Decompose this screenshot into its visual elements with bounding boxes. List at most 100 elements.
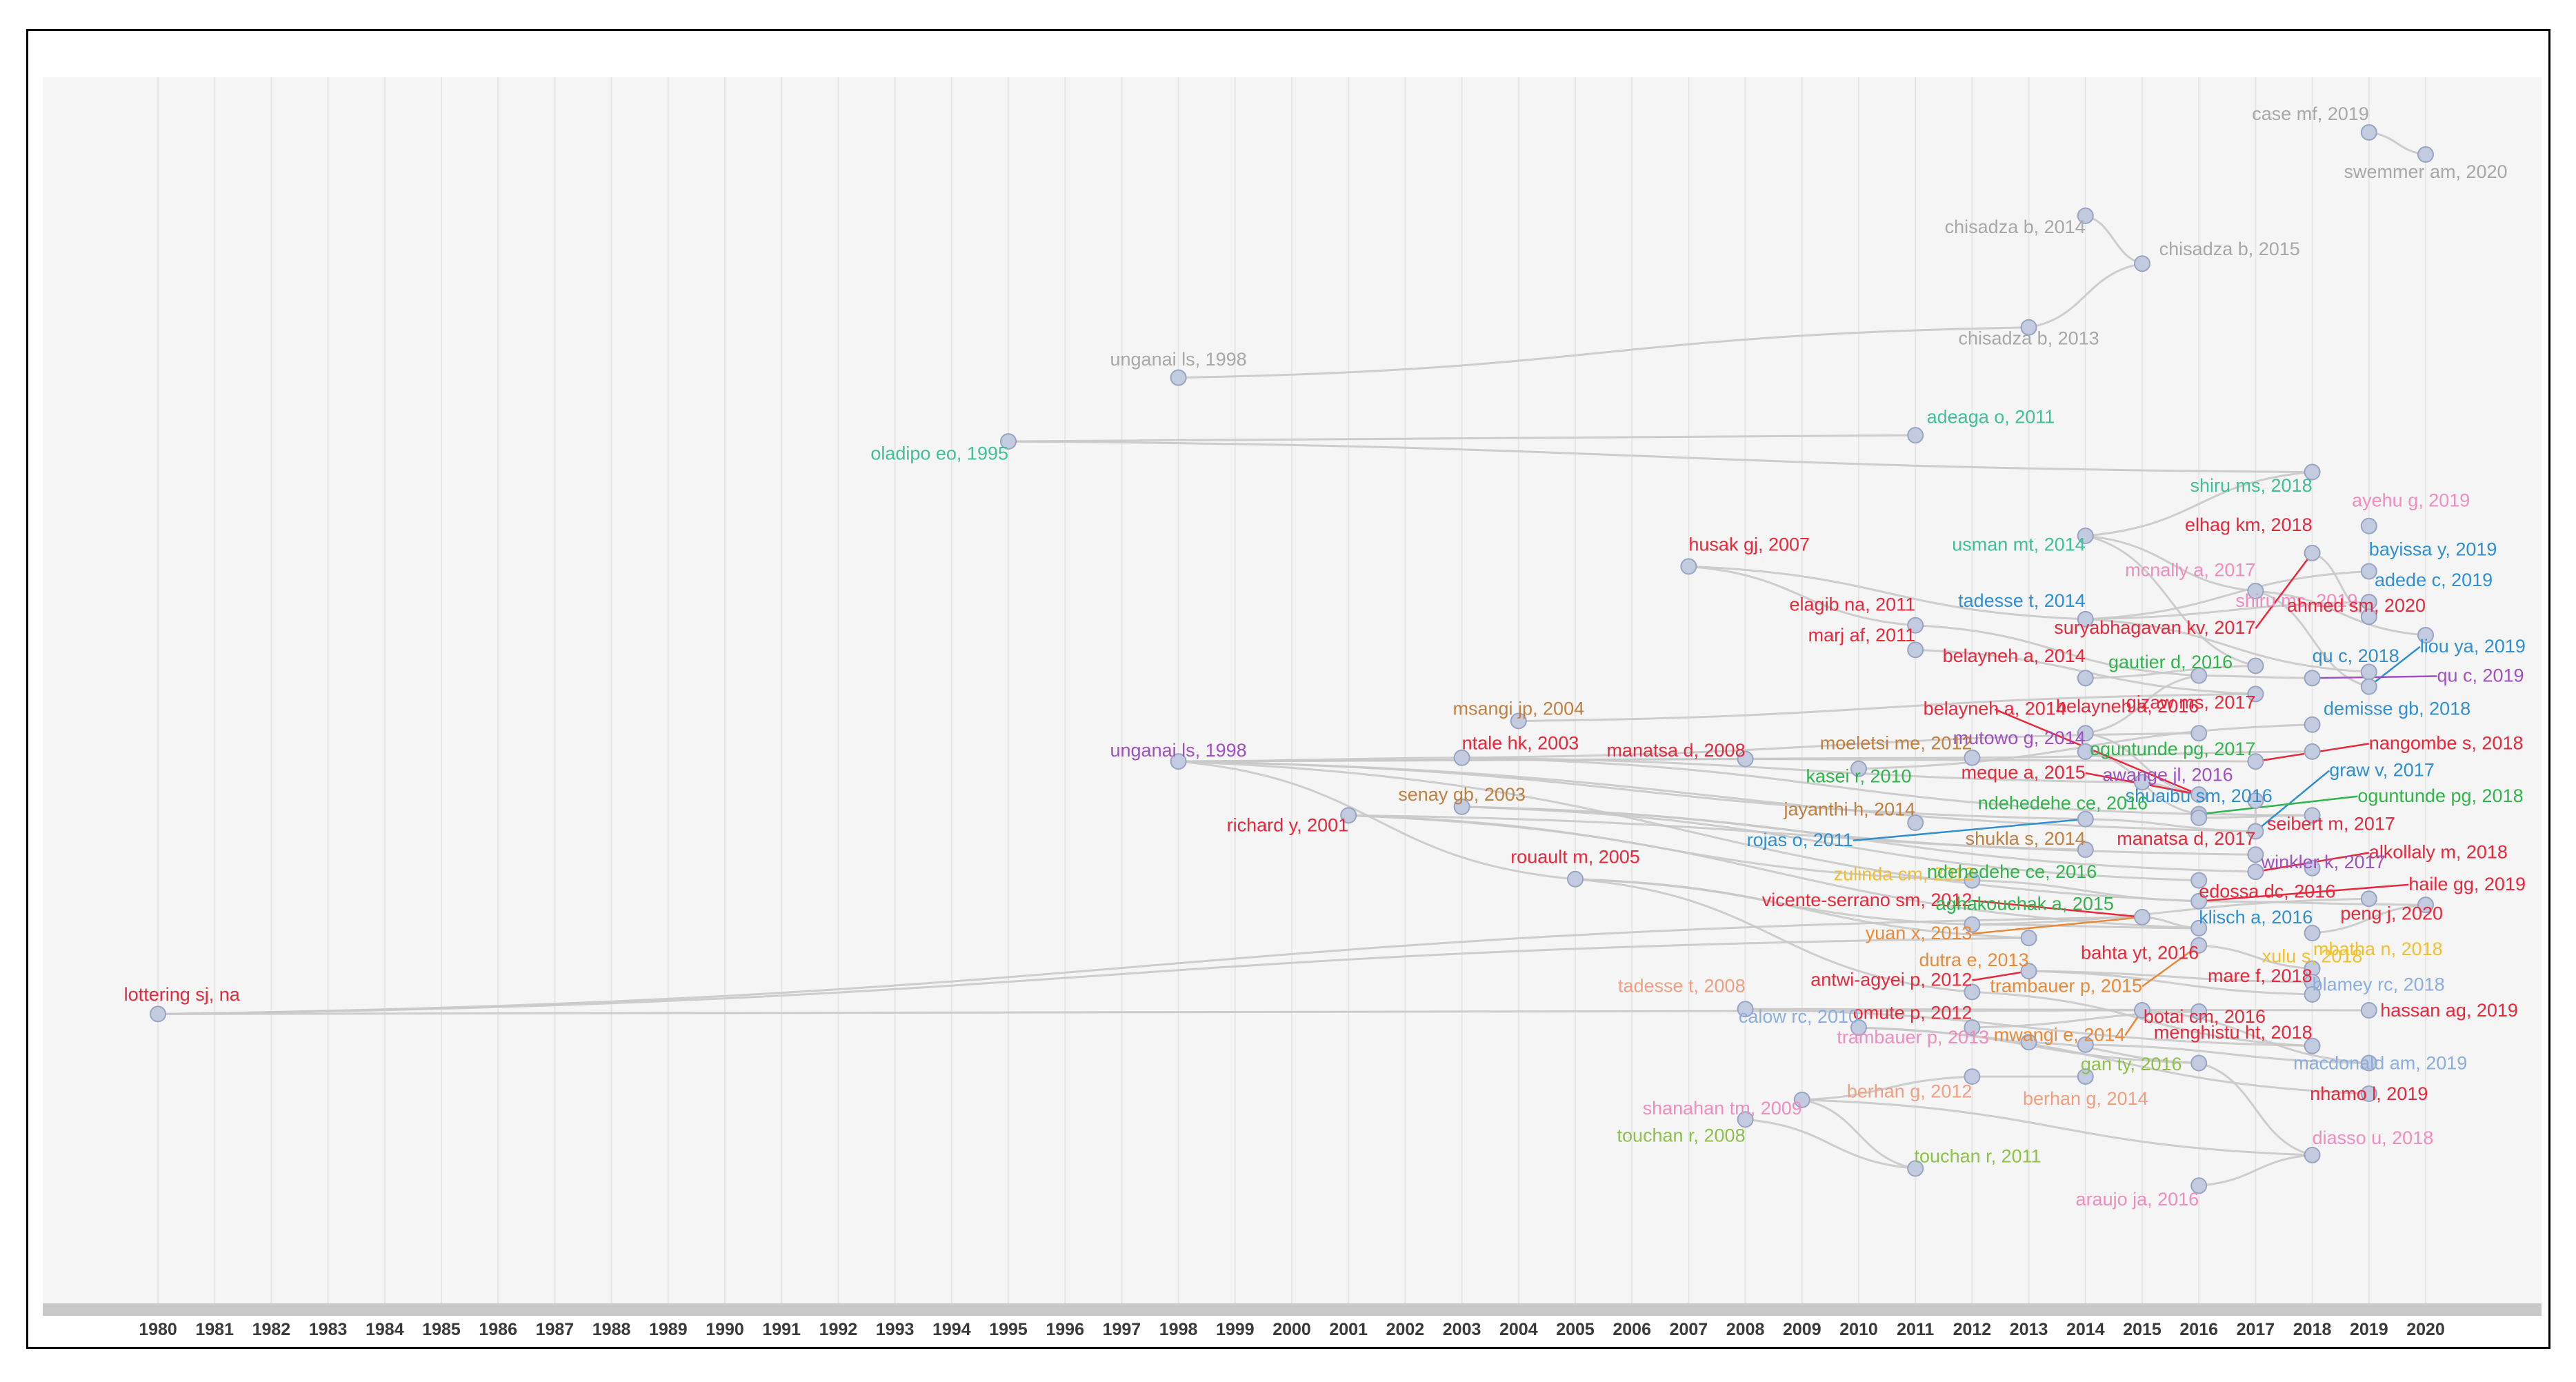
label-ganty: gan ty, 2016	[2081, 1054, 2182, 1074]
label-ahmed: ahmed sm, 2020	[2287, 595, 2426, 616]
year-gridlines	[157, 77, 2426, 1303]
label-dutra: dutra e, 2013	[1919, 950, 2028, 970]
citation-link	[1801, 1075, 1973, 1101]
citation-link	[2085, 214, 2143, 265]
label-elagib: elagib na, 2011	[1790, 594, 1916, 614]
label-msangi: msangi jp, 2004	[1452, 699, 1584, 719]
node-tadesse14	[2077, 610, 2094, 628]
node-shukla	[2077, 841, 2094, 859]
label-jayanthi: jayanthi h, 2014	[1784, 799, 1916, 819]
node-msangi	[1510, 712, 1527, 730]
label-bahta: bahta yt, 2016	[2081, 942, 2199, 963]
node-quc19	[2360, 678, 2377, 695]
citation-link	[2028, 1041, 2199, 1065]
node-touchan11	[1907, 1160, 1924, 1177]
citation-link	[1461, 757, 2199, 816]
label-adede: adede c, 2019	[2375, 570, 2493, 590]
label-marj: marj af, 2011	[1808, 625, 1916, 645]
node-diasso	[2304, 1146, 2321, 1163]
citation-link	[1801, 1099, 1916, 1170]
citation-link	[2199, 674, 2313, 679]
node-berhan14	[2077, 1068, 2094, 1085]
node-touchan08	[1737, 1111, 1754, 1128]
node-jayanthi	[2077, 810, 2094, 828]
label-winkler: winkler k, 2017	[2261, 852, 2386, 872]
node-alkollaly	[2304, 859, 2321, 877]
node-antwi	[1964, 983, 1981, 1001]
node-liou	[2360, 663, 2377, 681]
year-tick-2008: 2008	[1726, 1320, 1765, 1339]
label-hassan: hassan ag, 2019	[2380, 1000, 2518, 1021]
node-rouault	[1567, 870, 1584, 888]
label-liou: liou ya, 2019	[2420, 636, 2526, 657]
leader-line	[2199, 795, 2358, 815]
label-alkollaly: alkollaly m, 2018	[2369, 842, 2508, 863]
label-diasso: diasso u, 2018	[2313, 1128, 2434, 1148]
leader-line	[2255, 552, 2313, 629]
citation-link	[1972, 897, 2369, 926]
node-trambauer13	[2020, 1034, 2037, 1051]
year-tick-1988: 1988	[592, 1320, 631, 1339]
node-hailegg	[2360, 890, 2377, 908]
node-blamey	[2304, 985, 2321, 1003]
citation-link	[1575, 878, 1973, 993]
citation-link	[2028, 970, 2313, 983]
citation-link	[1518, 692, 2256, 722]
leader-line	[1972, 899, 2143, 919]
node-belay14b	[2077, 725, 2094, 742]
node-shiru18	[2304, 463, 2321, 481]
node-omute	[1964, 1019, 1981, 1036]
year-tick-1996: 1996	[1046, 1320, 1084, 1339]
label-ung98a: unganai ls, 1998	[1110, 349, 1247, 370]
label-mbatha: mbatha n, 2018	[2313, 939, 2443, 959]
citation-link	[1972, 923, 2199, 930]
year-tick-2011: 2011	[1897, 1320, 1934, 1339]
citation-link	[2085, 1043, 2369, 1065]
year-tick-1995: 1995	[989, 1320, 1028, 1339]
citation-link	[1915, 624, 2199, 677]
year-tick-1984: 1984	[366, 1320, 404, 1339]
label-tadesse14: tadesse t, 2014	[1958, 590, 2086, 611]
label-menghistu: menghistu ht, 2018	[2154, 1022, 2313, 1043]
citation-link	[1972, 990, 2313, 1048]
year-tick-1992: 1992	[819, 1320, 858, 1339]
label-lottering: lottering sj, na	[124, 984, 241, 1005]
citation-link	[1858, 1026, 2369, 1095]
node-ahmed	[2417, 626, 2434, 643]
label-trambauer15: trambauer p, 2015	[1990, 975, 2142, 996]
label-awange: awange jl, 2016	[2102, 765, 2233, 785]
citation-link	[2198, 1062, 2313, 1156]
year-tick-1983: 1983	[309, 1320, 348, 1339]
leader-line	[1972, 916, 2143, 935]
citation-link	[2085, 618, 2369, 673]
node-araujo	[2190, 1177, 2208, 1194]
year-tick-2001: 2001	[1329, 1320, 1368, 1339]
label-trambauer13: trambauer p, 2013	[1837, 1027, 1989, 1048]
label-surya: suryabhagavan kv, 2017	[2054, 617, 2255, 638]
node-gizaw	[2247, 685, 2264, 703]
year-tick-2002: 2002	[1386, 1320, 1425, 1339]
node-ntale	[1453, 749, 1470, 766]
node-dutra	[2020, 963, 2037, 980]
node-oguntunde18	[2304, 807, 2321, 824]
citation-link	[2085, 818, 2256, 832]
leader-line	[2141, 944, 2199, 988]
label-blamey: blamey rc, 2018	[2313, 974, 2445, 995]
node-kasei	[1850, 760, 1867, 777]
node-elagib	[1907, 617, 1924, 634]
citation-link	[1178, 326, 2029, 379]
label-botai: botai cm, 2016	[2144, 1006, 2266, 1027]
year-tick-2000: 2000	[1272, 1320, 1311, 1339]
label-chis14: chisadza b, 2014	[1945, 217, 2086, 237]
node-seibert	[2247, 823, 2264, 840]
node-usman	[2077, 527, 2094, 544]
label-shiru19: shiru ms, 2019	[2235, 590, 2357, 611]
label-ayehu: ayehu g, 2019	[2352, 490, 2470, 510]
label-mwangi: mwangi e, 2014	[1994, 1025, 2126, 1045]
year-tick-1986: 1986	[479, 1320, 517, 1339]
year-tick-1982: 1982	[252, 1320, 291, 1339]
citation-link	[1178, 760, 1576, 881]
citation-link	[2312, 903, 2426, 934]
year-tick-2012: 2012	[1953, 1320, 1992, 1339]
node-bahta	[2190, 937, 2208, 954]
